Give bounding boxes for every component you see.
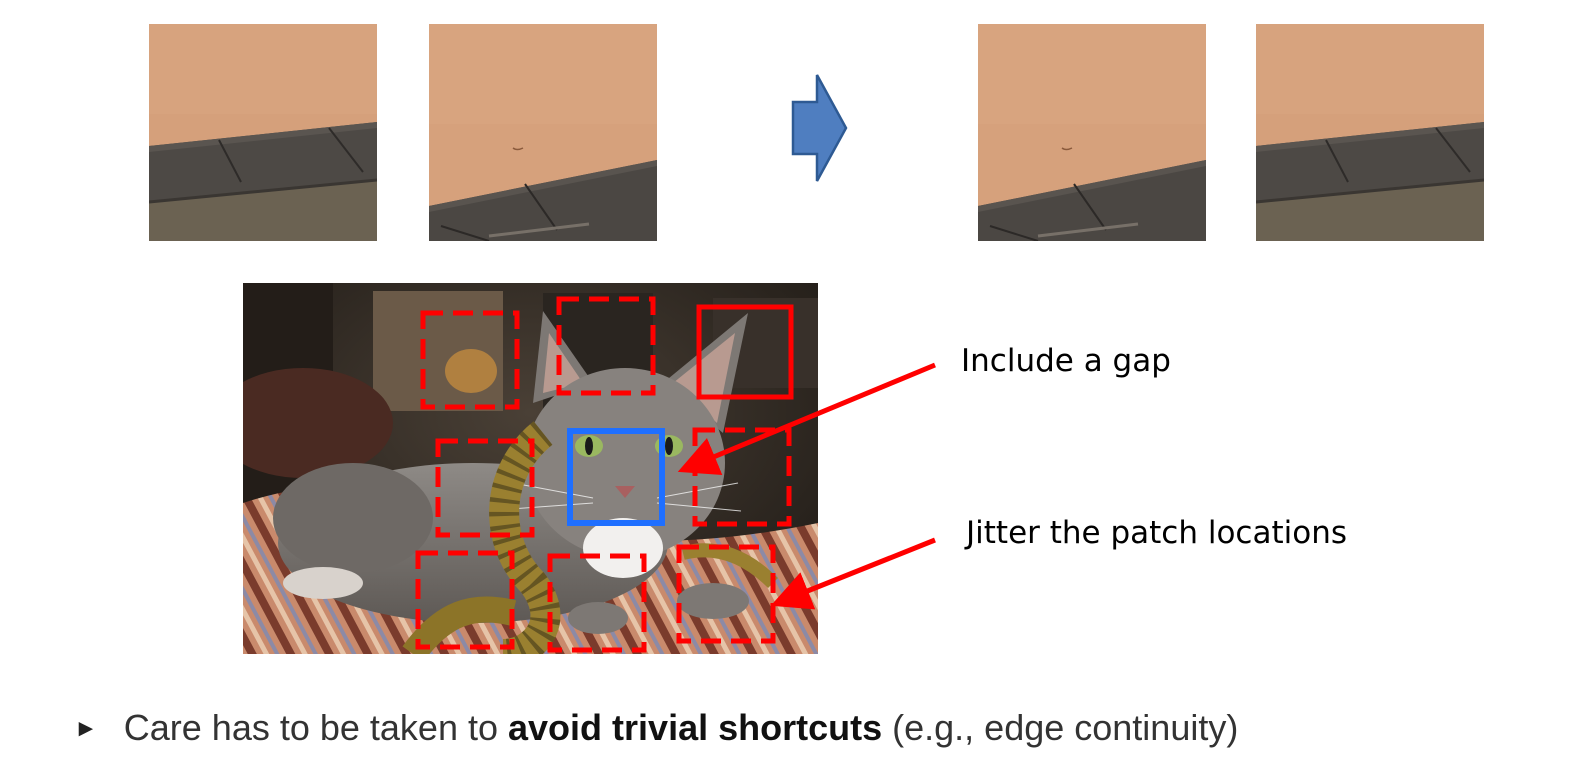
- arrow-right-icon: [791, 74, 848, 182]
- annotation-gap-label: Include a gap: [961, 343, 1171, 379]
- patch-image-3: [978, 24, 1206, 241]
- annotation-jitter-label: Jitter the patch locations: [966, 515, 1347, 551]
- bullet-text-before: Care has to be taken to: [123, 707, 509, 748]
- bullet-text-bold: avoid trivial shortcuts: [508, 707, 883, 748]
- patch-image-2: [429, 24, 657, 241]
- bullet-text-after: (e.g., edge continuity): [882, 707, 1239, 748]
- bullet-marker-icon: ►: [74, 715, 98, 742]
- cat-photo: [243, 283, 818, 654]
- bullet-point: ► Care has to be taken to avoid trivial s…: [74, 710, 1238, 746]
- center-patch-box: [567, 428, 665, 526]
- patch-image-1: [149, 24, 377, 241]
- patch-image-4: [1256, 24, 1484, 241]
